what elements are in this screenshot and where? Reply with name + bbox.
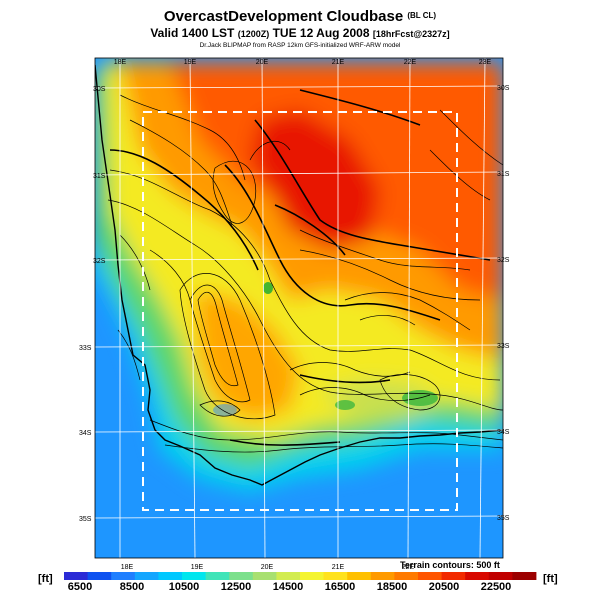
lon-label: 22E: [402, 564, 415, 571]
lon-labels-bottom: 18E 19E 20E 21E 22E: [121, 564, 415, 571]
colorbar-swatch: [465, 572, 490, 580]
lat-label: 35S: [497, 515, 510, 522]
lat-label: 33S: [79, 345, 92, 352]
lat-label: 32S: [497, 257, 510, 264]
colorbar-tick-label: 12500: [221, 581, 252, 593]
major-contours: [109, 89, 491, 446]
lat-labels-left: 30S 31S 32S 33S 34S 35S: [79, 86, 106, 523]
lat-label: 31S: [93, 173, 106, 180]
lat-labels-right: 30S 31S 32S 33S 34S 35S: [497, 85, 510, 522]
valid-code: (1200Z): [237, 29, 270, 39]
inner-domain-box: [142, 111, 458, 511]
lat-label: 34S: [79, 430, 92, 437]
colorbar-unit-left: [ft]: [38, 573, 53, 585]
colorbar-tick-label: 16500: [325, 581, 356, 593]
lat-label: 30S: [93, 86, 106, 93]
valid-date: TUE 12 Aug 2008: [272, 26, 370, 40]
lat-label: 34S: [497, 429, 510, 436]
colorbar-swatch: [441, 572, 466, 580]
lat-label: 30S: [497, 85, 510, 92]
colorbar-swatch: [394, 572, 419, 580]
lon-label: 23E: [479, 59, 492, 66]
lon-labels-top: 18E 19E 20E 21E 22E 23E: [114, 59, 492, 66]
colorbar-unit-right: [ft]: [543, 573, 558, 585]
lon-label: 18E: [121, 564, 134, 571]
colorbar-swatch: [512, 572, 537, 580]
colorbar-swatch: [347, 572, 372, 580]
chart-title: OvercastDevelopment Cloudbase (BL CL): [0, 8, 600, 25]
title-tag: (BL CL): [407, 11, 437, 20]
coastline: [95, 64, 503, 486]
plot-frame: [94, 57, 504, 559]
blue-pocket: [213, 404, 237, 416]
colorbar-swatch: [418, 572, 442, 580]
lon-label: 21E: [332, 59, 345, 66]
green-pocket: [263, 282, 273, 294]
valid-line: Valid 1400 LST (1200Z) TUE 12 Aug 2008 […: [0, 26, 600, 40]
terrain-contour-note: Terrain contours: 500 ft: [400, 560, 500, 570]
lon-label: 20E: [256, 59, 269, 66]
colorbar-tick-label: 8500: [120, 581, 144, 593]
lon-label: 19E: [184, 59, 197, 66]
colorbar-tick-label: 6500: [68, 581, 92, 593]
cloudbase-field: [95, 58, 503, 558]
colorbar-swatch: [134, 572, 159, 580]
colorbar-swatch: [488, 572, 513, 580]
colorbar-swatch: [300, 572, 324, 580]
lat-label: 33S: [497, 343, 510, 350]
colorbar-swatch: [276, 572, 301, 580]
colorbar: 6500 8500 10500 12500 14500 16500 18500 20500 22…: [64, 572, 537, 593]
colorbar-tick-label: 22500: [481, 581, 512, 593]
colorbar-swatch: [229, 572, 254, 580]
colorbar-swatch: [64, 572, 88, 580]
green-pocket: [335, 400, 355, 410]
colorbar-swatch: [158, 572, 183, 580]
colorbar-swatch: [111, 572, 136, 580]
colorbar-tick-label: 14500: [273, 581, 304, 593]
lat-label: 35S: [79, 516, 92, 523]
colorbar-swatch: [182, 572, 206, 580]
lon-label: 20E: [261, 564, 274, 571]
colorbar-swatch: [323, 572, 348, 580]
colorbar-tick-label: 18500: [377, 581, 408, 593]
colorbar-tick-label: 10500: [169, 581, 200, 593]
colorbar-tick-label: 20500: [429, 581, 460, 593]
colorbar-swatch: [205, 572, 230, 580]
lat-label: 32S: [93, 258, 106, 265]
forecast-tag: [18hrFcst@2327z]: [372, 29, 450, 39]
lon-label: 22E: [404, 59, 417, 66]
lat-label: 31S: [497, 171, 510, 178]
lon-label: 19E: [191, 564, 204, 571]
model-credit: Dr.Jack BLIPMAP from RASP 12km GFS-initi…: [199, 42, 401, 49]
colorbar-swatch: [252, 572, 277, 580]
title-main: OvercastDevelopment Cloudbase: [163, 8, 404, 25]
lon-label: 21E: [332, 564, 345, 571]
lon-label: 18E: [114, 59, 127, 66]
colorbar-swatch: [87, 572, 112, 580]
valid-time: Valid 1400 LST: [150, 26, 235, 40]
lat-lon-grid: [95, 58, 503, 558]
colorbar-swatch: [370, 572, 395, 580]
terrain-contours: [107, 94, 503, 453]
